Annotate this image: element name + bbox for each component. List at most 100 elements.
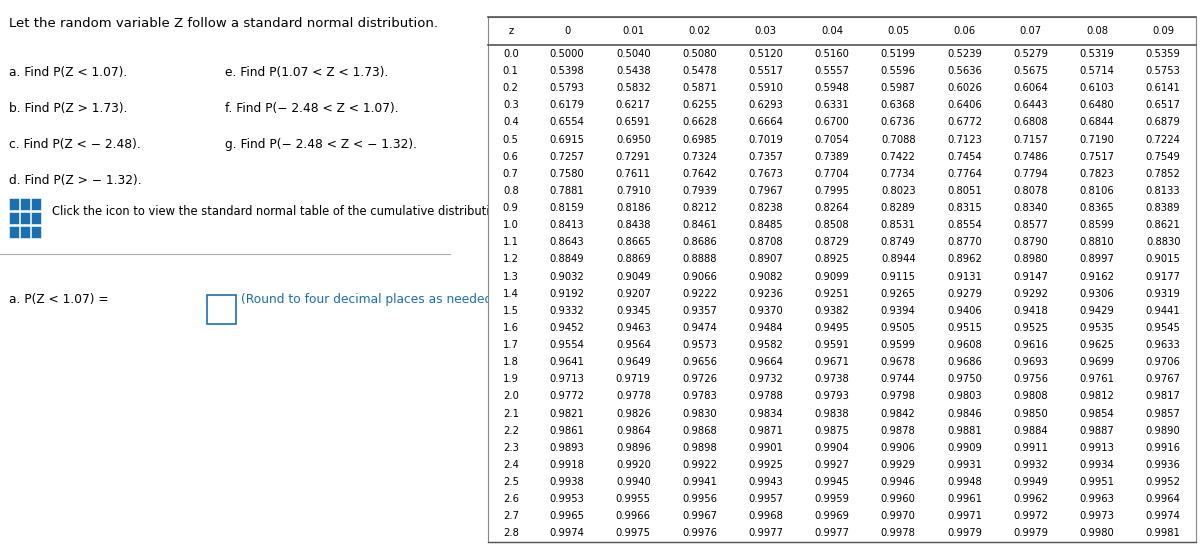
Text: 0.9980: 0.9980: [1080, 528, 1115, 539]
Text: 0.7967: 0.7967: [749, 186, 784, 196]
Text: 0.8925: 0.8925: [815, 254, 850, 264]
Text: 0.9082: 0.9082: [749, 272, 784, 281]
Text: 0.9890: 0.9890: [1146, 426, 1181, 436]
Text: 0.9803: 0.9803: [947, 392, 982, 401]
Text: 1.5: 1.5: [503, 306, 518, 316]
Text: d. Find P(Z > − 1.32).: d. Find P(Z > − 1.32).: [10, 174, 142, 187]
Text: 0.9974: 0.9974: [550, 528, 584, 539]
Text: 0.01: 0.01: [623, 26, 644, 36]
Bar: [31, 226, 41, 238]
Text: 0.6480: 0.6480: [1080, 100, 1115, 110]
Text: 0.7454: 0.7454: [947, 152, 982, 161]
Text: 0.8365: 0.8365: [1080, 203, 1115, 213]
Text: 0.9911: 0.9911: [1013, 443, 1048, 453]
Text: 0.9625: 0.9625: [1080, 340, 1115, 350]
Text: 0.9929: 0.9929: [881, 460, 916, 470]
Bar: [10, 198, 19, 210]
Text: 0.9969: 0.9969: [815, 512, 850, 521]
Text: 0.9441: 0.9441: [1146, 306, 1181, 316]
Text: 0.8238: 0.8238: [749, 203, 784, 213]
Text: 0.8133: 0.8133: [1146, 186, 1181, 196]
Text: 0.9463: 0.9463: [616, 323, 650, 333]
Text: 0.04: 0.04: [821, 26, 844, 36]
Text: 0.9961: 0.9961: [947, 494, 982, 504]
Text: 0.6026: 0.6026: [947, 83, 982, 93]
Text: 0.9977: 0.9977: [749, 528, 784, 539]
Text: Let the random variable Z follow a standard normal distribution.: Let the random variable Z follow a stand…: [10, 17, 438, 30]
Text: 0.8186: 0.8186: [616, 203, 650, 213]
Text: 0.9978: 0.9978: [881, 528, 916, 539]
Text: 0.7794: 0.7794: [1013, 169, 1048, 179]
Bar: [20, 226, 30, 238]
Text: 0.9973: 0.9973: [1080, 512, 1115, 521]
Text: 0.9957: 0.9957: [749, 494, 784, 504]
Text: 2.7: 2.7: [503, 512, 518, 521]
Text: 0.9959: 0.9959: [815, 494, 850, 504]
Text: 0.7123: 0.7123: [947, 134, 982, 144]
Text: 0.7324: 0.7324: [682, 152, 716, 161]
Text: 0.9916: 0.9916: [1146, 443, 1181, 453]
Text: 0.7257: 0.7257: [550, 152, 584, 161]
Text: 0.8508: 0.8508: [815, 220, 850, 230]
Bar: [10, 226, 19, 238]
Text: 2.1: 2.1: [503, 409, 518, 419]
Text: 0.9854: 0.9854: [1080, 409, 1115, 419]
Text: 0.5040: 0.5040: [616, 49, 650, 59]
Text: 0.9946: 0.9946: [881, 477, 916, 487]
Text: 2.0: 2.0: [503, 392, 518, 401]
Text: 0.9931: 0.9931: [947, 460, 982, 470]
Text: 0.08: 0.08: [1086, 26, 1108, 36]
Text: 1.6: 1.6: [503, 323, 518, 333]
Text: 0.9956: 0.9956: [682, 494, 718, 504]
Text: 0.9918: 0.9918: [550, 460, 584, 470]
Text: 0.5279: 0.5279: [1013, 49, 1048, 59]
Text: 0.9713: 0.9713: [550, 374, 584, 384]
Text: 0.9871: 0.9871: [749, 426, 784, 436]
Text: 0.6064: 0.6064: [1013, 83, 1048, 93]
Text: 0.9887: 0.9887: [1080, 426, 1115, 436]
Text: 0.5557: 0.5557: [815, 66, 850, 76]
Text: 0.9932: 0.9932: [1013, 460, 1048, 470]
Text: 0.6591: 0.6591: [616, 117, 650, 127]
Text: 0.9564: 0.9564: [616, 340, 650, 350]
Text: 0.6103: 0.6103: [1080, 83, 1115, 93]
Text: 0.7054: 0.7054: [815, 134, 850, 144]
Text: 0.9222: 0.9222: [682, 289, 718, 299]
Text: 0.8849: 0.8849: [550, 254, 584, 264]
Text: 0.1: 0.1: [503, 66, 518, 76]
Text: 0.5199: 0.5199: [881, 49, 916, 59]
Text: 0.9976: 0.9976: [682, 528, 718, 539]
Text: 0.9573: 0.9573: [682, 340, 718, 350]
Text: 0.05: 0.05: [887, 26, 910, 36]
Text: z: z: [508, 26, 514, 36]
Text: 0.9906: 0.9906: [881, 443, 916, 453]
Text: 0.9808: 0.9808: [1013, 392, 1048, 401]
Text: 0.9406: 0.9406: [947, 306, 982, 316]
Text: 0.4: 0.4: [503, 117, 518, 127]
Text: 0.6255: 0.6255: [682, 100, 718, 110]
Text: b. Find P(Z > 1.73).: b. Find P(Z > 1.73).: [10, 102, 127, 116]
Text: 0.8599: 0.8599: [1080, 220, 1115, 230]
Text: 0.9750: 0.9750: [947, 374, 982, 384]
Text: 0.9878: 0.9878: [881, 426, 916, 436]
Text: 0.6985: 0.6985: [682, 134, 718, 144]
Text: 0.8770: 0.8770: [947, 237, 982, 247]
Text: 0.5910: 0.5910: [749, 83, 784, 93]
Text: 0.9826: 0.9826: [616, 409, 650, 419]
Text: 0.9920: 0.9920: [616, 460, 650, 470]
Text: 0.9525: 0.9525: [1013, 323, 1048, 333]
Text: 2.6: 2.6: [503, 494, 518, 504]
Text: 0.5: 0.5: [503, 134, 518, 144]
Text: 0.9671: 0.9671: [815, 357, 850, 367]
Text: 0.9418: 0.9418: [1013, 306, 1048, 316]
Text: 0.5871: 0.5871: [682, 83, 718, 93]
Text: 0.9505: 0.9505: [881, 323, 916, 333]
Text: 0.9: 0.9: [503, 203, 518, 213]
Text: 0.8212: 0.8212: [682, 203, 718, 213]
Text: 0.0: 0.0: [503, 49, 518, 59]
Text: 0.9965: 0.9965: [550, 512, 584, 521]
Text: 0.9817: 0.9817: [1146, 392, 1181, 401]
Text: 0.9686: 0.9686: [947, 357, 982, 367]
Text: 0.9904: 0.9904: [815, 443, 850, 453]
Text: 0.6331: 0.6331: [815, 100, 850, 110]
